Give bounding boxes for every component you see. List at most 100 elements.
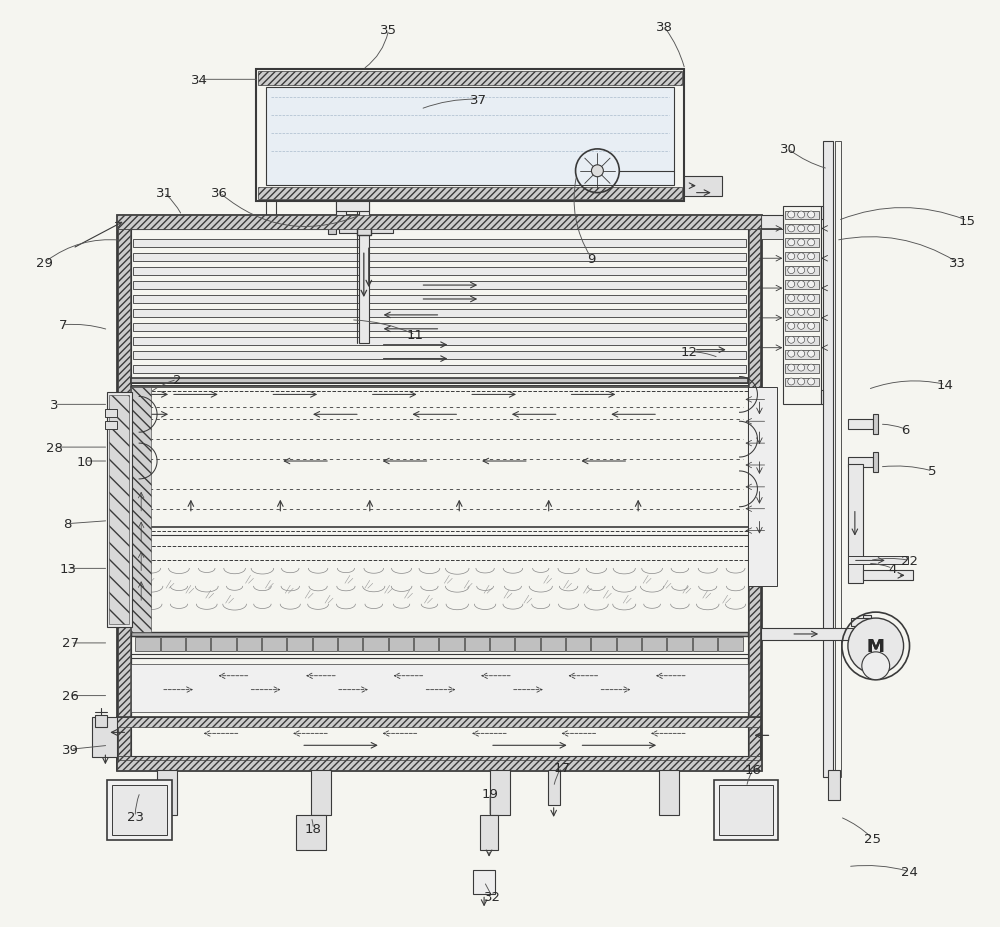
Text: 11: 11 bbox=[407, 329, 424, 342]
Text: 25: 25 bbox=[864, 832, 881, 845]
Bar bbox=[107, 393, 132, 628]
Bar bbox=[848, 564, 863, 584]
Bar bbox=[117, 760, 761, 770]
Bar bbox=[667, 637, 692, 651]
Circle shape bbox=[788, 295, 795, 302]
Bar bbox=[541, 637, 565, 651]
Circle shape bbox=[808, 323, 815, 330]
Text: 18: 18 bbox=[305, 822, 322, 835]
Bar bbox=[719, 785, 773, 835]
Circle shape bbox=[808, 350, 815, 358]
Bar bbox=[851, 618, 871, 627]
Bar bbox=[785, 309, 819, 318]
Circle shape bbox=[798, 239, 805, 247]
Text: 4: 4 bbox=[888, 563, 897, 576]
Bar bbox=[714, 781, 778, 840]
Circle shape bbox=[788, 309, 795, 316]
Circle shape bbox=[808, 378, 815, 386]
Bar bbox=[785, 378, 819, 387]
Bar bbox=[515, 637, 540, 651]
Bar bbox=[338, 637, 362, 651]
Bar bbox=[785, 337, 819, 346]
Circle shape bbox=[862, 653, 890, 680]
Bar bbox=[363, 637, 388, 651]
Bar bbox=[133, 254, 746, 262]
Text: 16: 16 bbox=[745, 763, 762, 776]
Bar bbox=[761, 629, 863, 641]
Text: 10: 10 bbox=[76, 455, 93, 468]
Bar bbox=[785, 364, 819, 374]
Text: 32: 32 bbox=[484, 890, 501, 903]
Text: 17: 17 bbox=[553, 761, 570, 774]
Bar bbox=[266, 88, 674, 185]
Circle shape bbox=[788, 378, 795, 386]
Bar bbox=[863, 616, 871, 645]
Circle shape bbox=[798, 267, 805, 274]
Text: M: M bbox=[867, 637, 885, 655]
Text: 5: 5 bbox=[928, 465, 937, 478]
Bar bbox=[118, 756, 760, 769]
Bar bbox=[465, 637, 489, 651]
Bar bbox=[659, 770, 679, 815]
Text: 31: 31 bbox=[156, 187, 173, 200]
Bar bbox=[490, 770, 510, 815]
Circle shape bbox=[788, 364, 795, 372]
Circle shape bbox=[808, 309, 815, 316]
Bar bbox=[258, 187, 682, 199]
Bar bbox=[133, 365, 746, 374]
Bar bbox=[105, 422, 117, 430]
Bar bbox=[131, 388, 151, 632]
Bar bbox=[112, 785, 167, 835]
Bar bbox=[256, 70, 684, 201]
Bar bbox=[783, 207, 821, 405]
Bar bbox=[131, 658, 748, 717]
Circle shape bbox=[808, 211, 815, 219]
Bar bbox=[473, 870, 495, 895]
Bar bbox=[863, 571, 913, 580]
Circle shape bbox=[808, 337, 815, 344]
Bar bbox=[95, 716, 107, 728]
Bar bbox=[133, 296, 746, 304]
Bar bbox=[135, 637, 160, 651]
Bar bbox=[133, 337, 746, 346]
Bar bbox=[311, 770, 331, 815]
Text: 27: 27 bbox=[62, 637, 79, 650]
Bar bbox=[785, 225, 819, 235]
Circle shape bbox=[798, 350, 805, 358]
Circle shape bbox=[808, 225, 815, 233]
Bar bbox=[336, 201, 346, 216]
Text: 34: 34 bbox=[191, 74, 208, 87]
Bar bbox=[785, 239, 819, 248]
Circle shape bbox=[798, 378, 805, 386]
Bar bbox=[785, 295, 819, 304]
Bar bbox=[339, 228, 393, 235]
Bar bbox=[287, 637, 312, 651]
Bar bbox=[785, 323, 819, 332]
Bar bbox=[161, 637, 185, 651]
Circle shape bbox=[798, 337, 805, 344]
Bar bbox=[873, 415, 878, 435]
Text: 33: 33 bbox=[949, 257, 966, 270]
Text: 9: 9 bbox=[587, 252, 596, 265]
Bar bbox=[439, 637, 464, 651]
Circle shape bbox=[788, 253, 795, 260]
Bar bbox=[548, 770, 560, 805]
Circle shape bbox=[808, 281, 815, 288]
Bar bbox=[336, 201, 369, 211]
Bar bbox=[761, 230, 783, 240]
Text: 15: 15 bbox=[959, 215, 976, 228]
Bar bbox=[237, 637, 261, 651]
Text: 29: 29 bbox=[36, 257, 53, 270]
Circle shape bbox=[788, 267, 795, 274]
Circle shape bbox=[788, 350, 795, 358]
Bar bbox=[821, 207, 823, 221]
Bar bbox=[262, 637, 286, 651]
Bar bbox=[359, 201, 369, 343]
Bar bbox=[848, 557, 908, 565]
Bar bbox=[211, 637, 236, 651]
Text: 13: 13 bbox=[59, 563, 76, 576]
Text: 23: 23 bbox=[127, 810, 144, 823]
Bar bbox=[591, 637, 616, 651]
Text: 22: 22 bbox=[901, 554, 918, 567]
Circle shape bbox=[798, 309, 805, 316]
